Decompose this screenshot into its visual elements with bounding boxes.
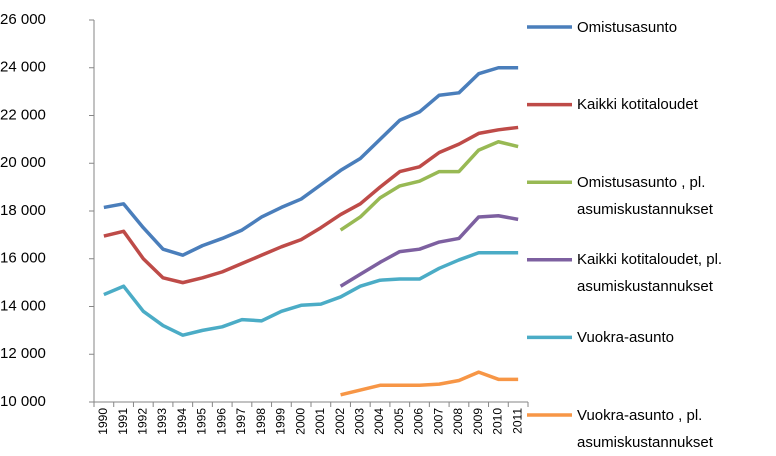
y-tick-label: 14 000 [0, 297, 46, 314]
x-tick-label: 1994 [175, 408, 189, 435]
x-tick-label: 1996 [214, 408, 228, 435]
legend-label: Vuokra-asunto , pl. asumiskustannukset [577, 406, 713, 451]
x-tick-label: 2001 [313, 408, 327, 435]
y-tick-label: 24 000 [0, 59, 46, 76]
legend-label: Omistusasunto , pl. asumiskustannukset [577, 173, 713, 218]
y-tick-label: 12 000 [0, 345, 46, 362]
x-tick-label: 2003 [352, 408, 366, 435]
y-tick-label: 20 000 [0, 154, 46, 171]
x-tick-label: 1990 [96, 408, 110, 435]
y-tick-label: 18 000 [0, 202, 46, 219]
legend-label: Vuokra-asunto [577, 328, 675, 346]
series-line [103, 66, 519, 257]
series-line [339, 214, 519, 288]
x-tick-label: 2011 [510, 408, 524, 434]
legend-label: Omistusasunto [577, 18, 678, 36]
series-line [339, 140, 519, 232]
x-tick-label: 1997 [234, 408, 248, 435]
x-tick-label: 2007 [431, 408, 445, 435]
x-tick-label: 1999 [274, 408, 288, 435]
legend-label: Kaikki kotitaloudet, pl. asumiskustannuk… [577, 251, 723, 296]
y-tick-label: 16 000 [0, 250, 46, 267]
x-tick-label: 2006 [412, 408, 426, 435]
y-tick-label: 22 000 [0, 106, 46, 123]
x-tick-label: 2009 [471, 408, 485, 435]
x-tick-label: 1993 [155, 408, 169, 435]
series-line [103, 125, 519, 285]
x-tick-label: 1995 [195, 408, 209, 435]
x-tick-label: 2004 [372, 408, 386, 435]
x-tick-label: 1998 [254, 408, 268, 435]
x-tick-label: 2008 [451, 408, 465, 435]
x-tick-label: 2005 [392, 408, 406, 435]
y-tick-label: 10 000 [0, 393, 46, 410]
x-tick-label: 2000 [293, 408, 307, 435]
y-tick-label: 26 000 [0, 11, 46, 28]
x-tick-label: 2002 [333, 408, 347, 435]
x-tick-label: 1991 [116, 408, 130, 435]
x-tick-label: 2010 [491, 408, 505, 435]
legend-label: Kaikki kotitaloudet [577, 96, 698, 114]
series-line [340, 370, 519, 397]
x-tick-label: 1992 [135, 408, 149, 435]
series-line [103, 251, 519, 337]
